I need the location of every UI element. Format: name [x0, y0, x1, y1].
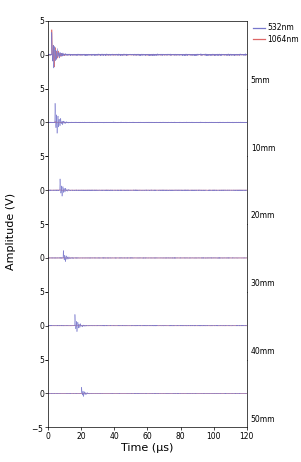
- Text: 10mm: 10mm: [251, 144, 275, 152]
- Text: 5mm: 5mm: [251, 76, 270, 85]
- Text: 30mm: 30mm: [251, 279, 275, 288]
- Text: Amplitude (V): Amplitude (V): [6, 193, 16, 269]
- Text: 40mm: 40mm: [251, 347, 275, 356]
- Text: 20mm: 20mm: [251, 212, 275, 220]
- Legend: 532nm, 1064nm: 532nm, 1064nm: [253, 23, 299, 43]
- X-axis label: Time (μs): Time (μs): [121, 444, 174, 453]
- Text: 50mm: 50mm: [251, 415, 275, 424]
